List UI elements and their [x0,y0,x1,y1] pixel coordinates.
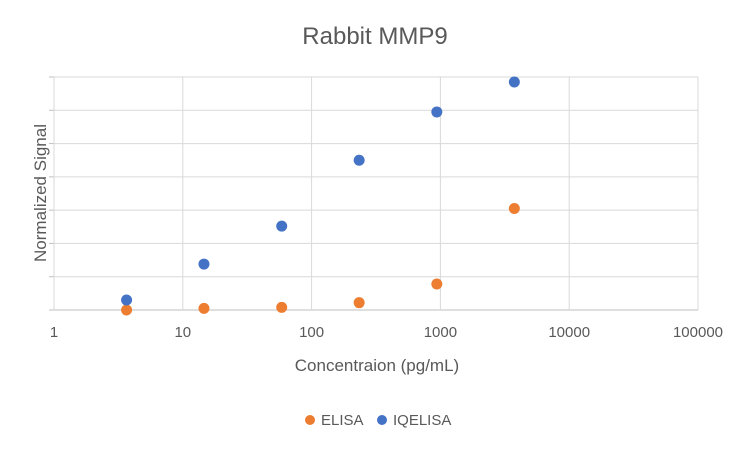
x-tick-label: 100000 [673,324,723,341]
gridlines [49,76,699,311]
data-point-iqelisa [198,258,210,270]
data-point-elisa [431,278,443,290]
legend-label-iqelisa: IQELISA [393,412,451,429]
x-tick-label: 10 [174,324,191,341]
data-point-iqelisa [431,106,443,118]
legend-marker-elisa [305,415,315,425]
data-point-elisa [276,301,288,313]
x-axis-label: Concentraion (pg/mL) [295,356,459,375]
x-tick-label: 10000 [548,324,590,341]
data-point-iqelisa [121,294,133,306]
legend: ELISA IQELISA [305,412,451,429]
data-points [121,76,520,316]
y-axis-label: Normalized Signal [31,124,50,262]
x-tick-label: 100 [299,324,324,341]
data-point-iqelisa [276,220,288,232]
legend-label-elisa: ELISA [321,412,364,429]
data-point-elisa [353,297,365,309]
x-tick-label: 1 [50,324,58,341]
data-point-elisa [198,302,210,314]
data-point-iqelisa [353,154,365,166]
x-axis-ticks: 1 10 100 1000 10000 100000 [50,324,723,341]
legend-marker-iqelisa [377,415,387,425]
x-tick-label: 1000 [424,324,457,341]
data-point-elisa [508,202,520,214]
data-point-elisa [121,304,133,316]
data-point-iqelisa [508,76,520,88]
chart-title: Rabbit MMP9 [302,23,447,50]
